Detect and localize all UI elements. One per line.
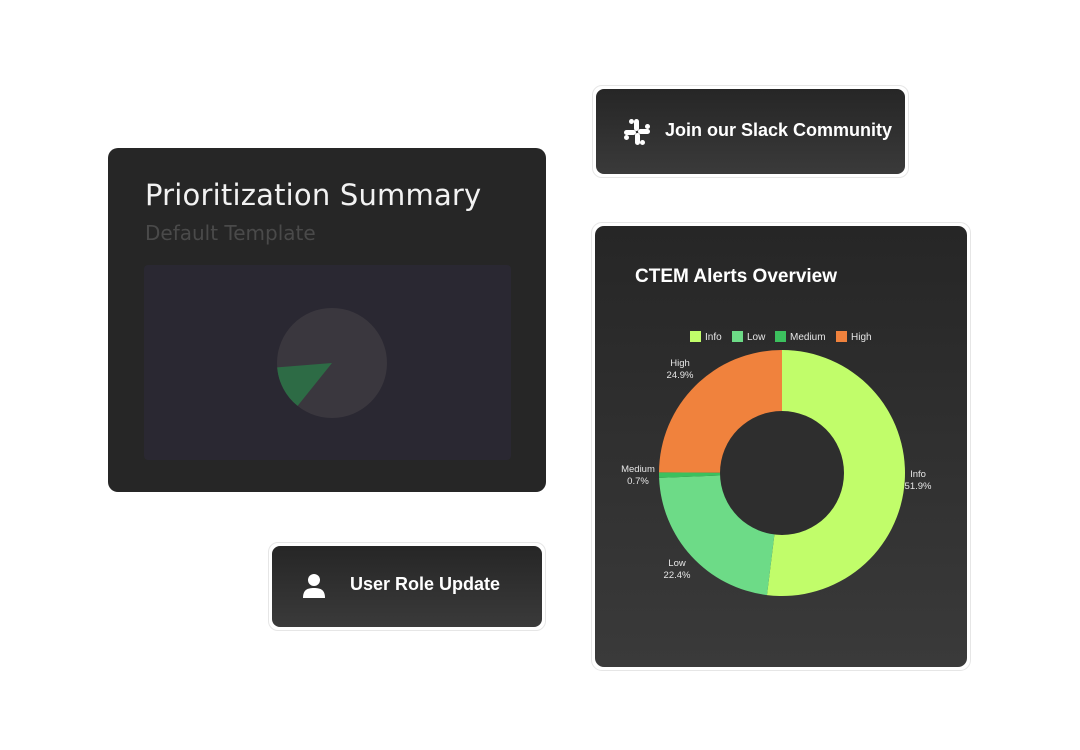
data-label-name-medium: Medium [621,464,655,475]
legend-label-info: Info [705,332,722,343]
legend-label-low: Low [747,332,766,343]
legend-item-medium[interactable]: Medium [775,331,826,343]
data-label-name-low: Low [668,558,686,569]
data-label-name-high: High [670,358,690,369]
legend-item-low[interactable]: Low [732,331,766,343]
slack-icon [624,119,650,145]
legend-item-high[interactable]: High [836,331,872,343]
data-label-value-low: 22.4% [664,570,691,581]
legend-swatch-high [836,331,847,342]
legend-swatch-low [732,331,743,342]
ctem-alerts-title: CTEM Alerts Overview [635,266,838,287]
data-label-value-high: 24.9% [667,370,694,381]
ctem-alerts-card: CTEM Alerts Overview Info Low Medium High I… [591,222,971,671]
ctem-alerts-card-body: CTEM Alerts Overview Info Low Medium High I… [595,226,967,667]
chart-legend: Info Low Medium High [690,331,872,343]
user-role-update-label: User Role Update [350,574,501,594]
donut-hole [720,411,844,535]
join-slack-label: Join our Slack Community [665,120,893,140]
prioritization-chart-panel [144,265,511,460]
legend-label-medium: Medium [790,332,826,343]
legend-swatch-medium [775,331,786,342]
legend-item-info[interactable]: Info [690,331,722,343]
data-label-value-medium: 0.7% [627,476,649,487]
prioritization-summary-card: Prioritization Summary Default Template [108,148,546,492]
legend-swatch-info [690,331,701,342]
prioritization-pie-chart [277,308,387,418]
user-icon [303,574,325,598]
join-slack-button-body[interactable]: Join our Slack Community [596,89,905,174]
user-role-update-button[interactable]: User Role Update [268,542,546,631]
data-label-value-info: 51.9% [905,481,932,492]
ctem-donut-chart: Info Low Medium High Info51.9%Low22.4%Mediu… [621,331,932,596]
user-role-update-button-body[interactable]: User Role Update [272,546,542,627]
join-slack-button[interactable]: Join our Slack Community [592,85,909,178]
data-label-name-info: Info [910,469,926,480]
prioritization-title: Prioritization Summary [145,178,482,212]
prioritization-pie-slice [277,363,332,406]
legend-label-high: High [851,332,872,343]
prioritization-subtitle: Default Template [145,221,316,245]
